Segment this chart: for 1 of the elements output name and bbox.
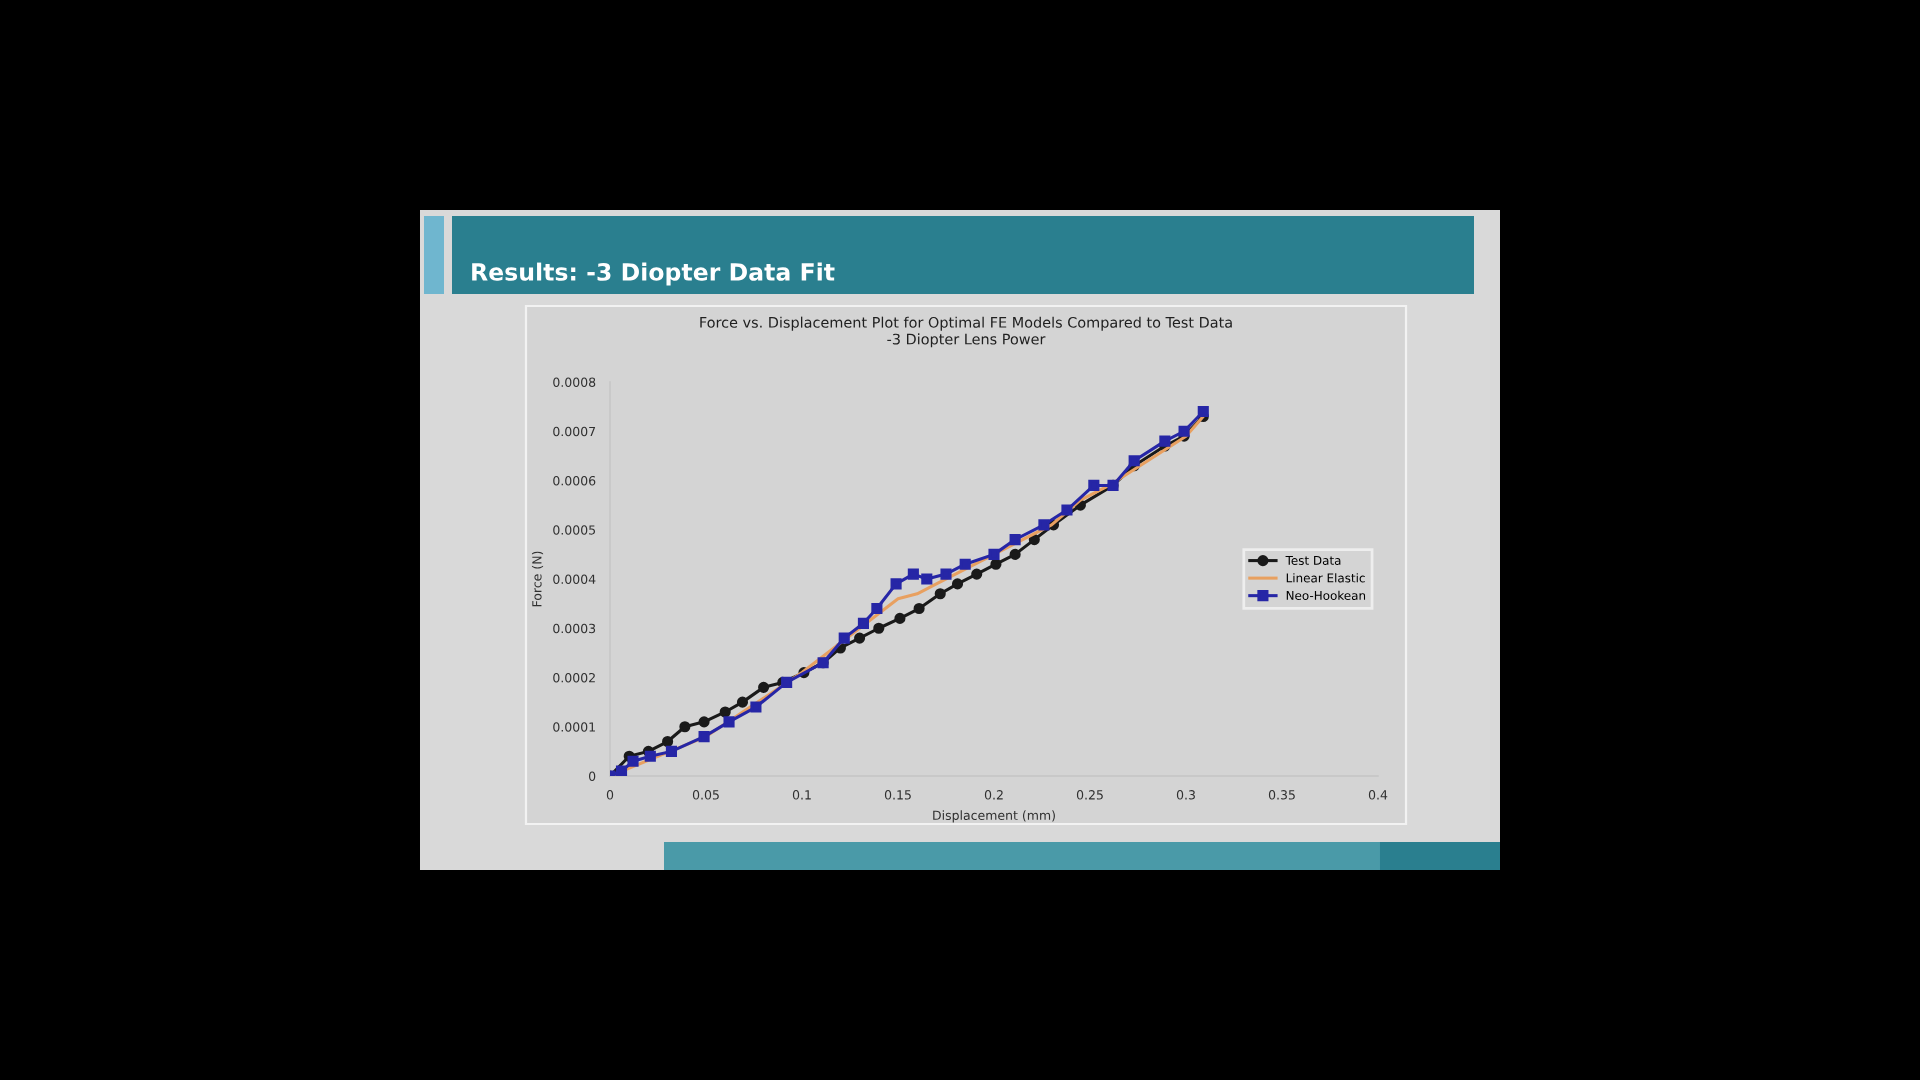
chart-title: Results: -3 Diopter Data Fit — [472, 262, 835, 286]
